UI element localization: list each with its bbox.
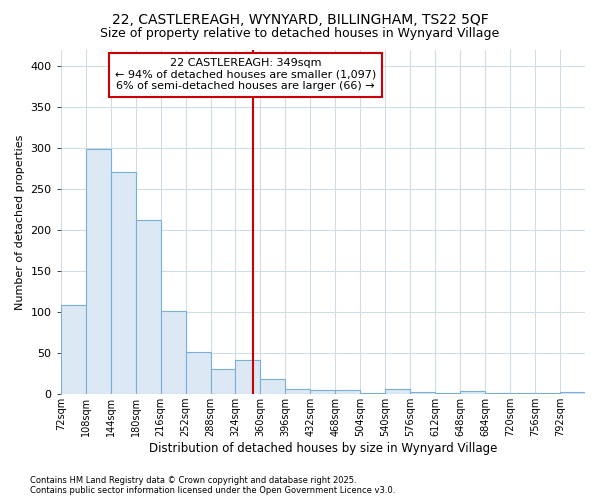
Text: Contains HM Land Registry data © Crown copyright and database right 2025.
Contai: Contains HM Land Registry data © Crown c… [30, 476, 395, 495]
Bar [136, 220, 161, 394]
Bar [211, 369, 235, 394]
Bar [235, 360, 260, 394]
Bar [510, 392, 535, 394]
Bar [335, 390, 361, 394]
Bar [185, 352, 211, 394]
X-axis label: Distribution of detached houses by size in Wynyard Village: Distribution of detached houses by size … [149, 442, 497, 455]
Text: 22, CASTLEREAGH, WYNYARD, BILLINGHAM, TS22 5QF: 22, CASTLEREAGH, WYNYARD, BILLINGHAM, TS… [112, 12, 488, 26]
Bar [361, 392, 385, 394]
Bar [110, 172, 136, 394]
Text: Size of property relative to detached houses in Wynyard Village: Size of property relative to detached ho… [100, 28, 500, 40]
Bar [385, 389, 410, 394]
Bar [161, 312, 185, 394]
Bar [410, 392, 435, 394]
Text: 22 CASTLEREAGH: 349sqm
← 94% of detached houses are smaller (1,097)
6% of semi-d: 22 CASTLEREAGH: 349sqm ← 94% of detached… [115, 58, 376, 92]
Bar [61, 305, 86, 394]
Bar [286, 389, 310, 394]
Bar [260, 378, 286, 394]
Y-axis label: Number of detached properties: Number of detached properties [15, 134, 25, 310]
Bar [86, 149, 110, 394]
Bar [560, 392, 585, 394]
Bar [435, 392, 460, 394]
Bar [310, 390, 335, 394]
Bar [460, 391, 485, 394]
